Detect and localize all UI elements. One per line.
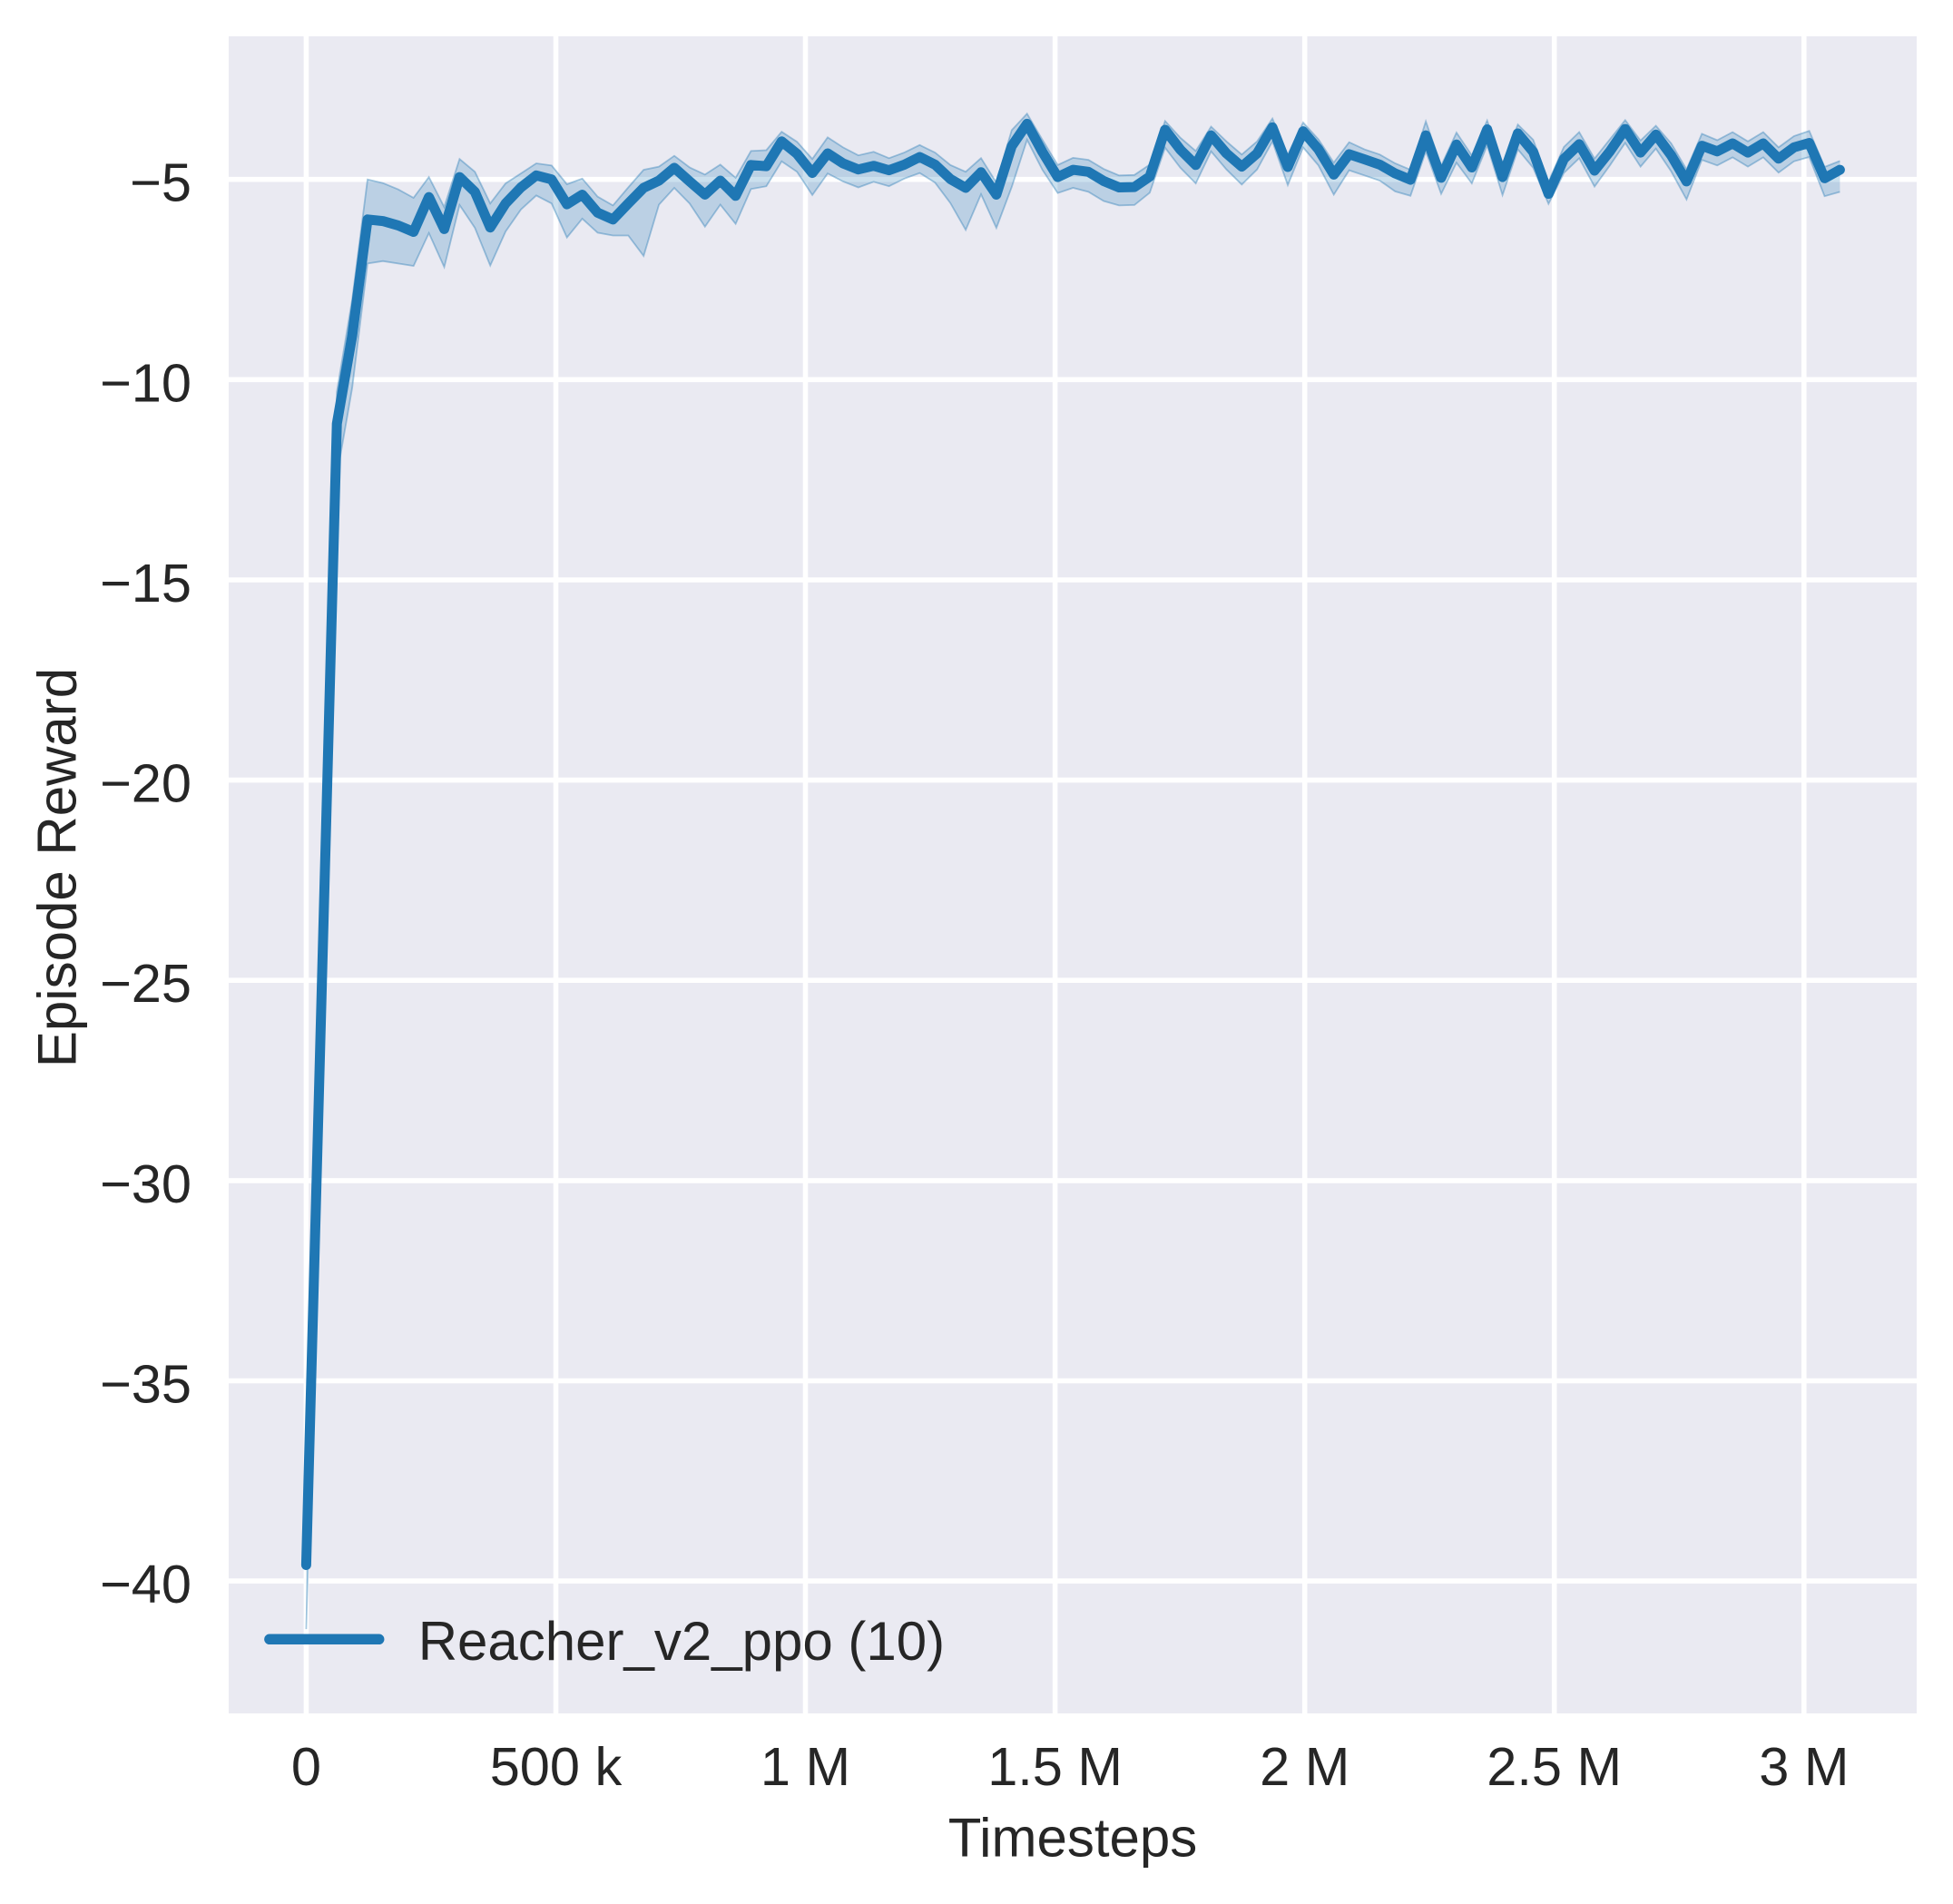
svg-text:−20: −20 <box>100 753 191 814</box>
svg-text:1.5 M: 1.5 M <box>987 1736 1123 1797</box>
svg-text:3 M: 3 M <box>1759 1736 1849 1797</box>
svg-text:2.5 M: 2.5 M <box>1487 1736 1622 1797</box>
svg-text:−15: −15 <box>100 553 191 613</box>
svg-text:−40: −40 <box>100 1554 191 1614</box>
svg-text:Reacher_v2_ppo (10): Reacher_v2_ppo (10) <box>418 1611 945 1672</box>
svg-text:500 k: 500 k <box>490 1736 623 1797</box>
svg-text:−30: −30 <box>100 1153 191 1214</box>
svg-text:Timesteps: Timesteps <box>948 1808 1198 1869</box>
svg-text:−25: −25 <box>100 953 191 1014</box>
svg-text:1 M: 1 M <box>761 1736 850 1797</box>
svg-text:−5: −5 <box>130 152 191 213</box>
svg-text:−10: −10 <box>100 352 191 413</box>
svg-text:2 M: 2 M <box>1260 1736 1349 1797</box>
svg-text:−35: −35 <box>100 1354 191 1415</box>
svg-text:0: 0 <box>291 1736 321 1797</box>
svg-text:Episode Reward: Episode Reward <box>26 668 87 1067</box>
